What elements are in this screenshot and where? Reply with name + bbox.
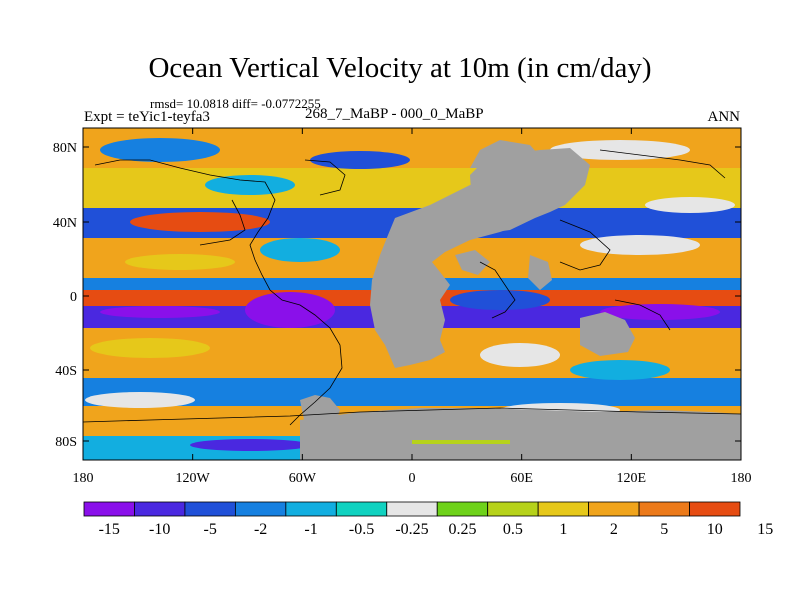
colorbar-label: 0.25	[448, 521, 476, 538]
colorbar-box	[386, 501, 438, 517]
coastline-north-america	[199, 199, 246, 246]
colorbar-label: -10	[149, 521, 170, 538]
patch-11	[100, 306, 220, 318]
y-tick-label: 0	[70, 290, 77, 305]
ice-shelf	[412, 440, 510, 444]
coastline-greenland	[304, 159, 346, 196]
colorbar-label: 15	[757, 521, 773, 538]
patch-5	[645, 197, 735, 213]
patch-17	[85, 392, 195, 408]
x-tick-label: 60E	[510, 471, 533, 486]
comparison-label: 268_7_MaBP - 000_0_MaBP	[305, 106, 484, 122]
land-arctic-cap	[470, 140, 545, 168]
stats-text: rmsd= 10.0818 diff= -0.0772255	[150, 96, 321, 111]
colorbar-box	[184, 501, 236, 517]
colorbar-label: 10	[707, 521, 723, 538]
field-layer	[83, 128, 741, 460]
colorbar	[83, 501, 741, 517]
colorbar-box	[689, 501, 741, 517]
colorbar-box	[134, 501, 186, 517]
season-label: ANN	[707, 109, 741, 125]
coastline-americas	[94, 159, 343, 426]
colorbar-box	[487, 501, 539, 517]
x-axis: 180 120W 60W 0 60E 120E 180	[73, 471, 752, 486]
patch-8	[125, 254, 235, 270]
colorbar-labels: -15 -10 -5 -2 -1 -0.5 -0.25 0.25 0.5 1 2 5 10 15	[99, 521, 774, 538]
colorbar-label: 0.5	[503, 521, 523, 538]
x-tick-label: 180	[73, 471, 94, 486]
colorbar-box	[335, 501, 388, 517]
patch-3	[310, 151, 410, 169]
colorbar-label: -1	[304, 521, 317, 538]
colorbar-box	[83, 501, 135, 517]
land-antarctica	[300, 408, 741, 460]
x-tick-label: 60W	[289, 471, 317, 486]
x-tick-label: 180	[731, 471, 752, 486]
band-north-high	[83, 168, 741, 208]
coastline-oceania	[614, 299, 671, 331]
coastline-antarctica	[83, 407, 741, 423]
patch-12	[450, 290, 550, 310]
land-asia	[470, 148, 590, 232]
colorbar-box	[234, 501, 287, 517]
patch-1	[100, 138, 220, 162]
colorbar-label: -2	[254, 521, 267, 538]
tick-marks	[82, 128, 742, 460]
colorbar-box	[588, 501, 640, 517]
land-arabia	[455, 250, 490, 275]
patch-2	[205, 175, 295, 195]
colorbar-label: -0.25	[395, 521, 428, 538]
y-tick-label: 40S	[55, 364, 77, 379]
colorbar-box	[537, 501, 590, 517]
coastline-east-asia	[559, 219, 611, 271]
coastlines	[83, 149, 741, 426]
y-tick-label: 80N	[53, 141, 77, 156]
patch-14	[90, 338, 210, 358]
colorbar-label: -15	[99, 521, 120, 538]
patch-6	[130, 212, 270, 232]
map-title: Ocean Vertical Velocity at 10m (in cm/da…	[148, 52, 652, 84]
patch-7	[260, 238, 340, 262]
patch-20	[190, 439, 310, 451]
x-tick-label: 0	[409, 471, 416, 486]
y-tick-label: 40N	[53, 216, 77, 231]
y-axis: 80N 40N 0 40S 80S	[53, 141, 77, 450]
colorbar-box	[436, 501, 489, 517]
patch-9	[580, 235, 700, 255]
land-southeast-asia	[528, 255, 552, 290]
experiment-label: Expt = teYic1-teyfa3	[84, 109, 210, 125]
patch-13	[600, 304, 720, 320]
y-tick-label: 80S	[55, 435, 77, 450]
colorbar-box	[638, 501, 690, 517]
x-tick-label: 120W	[176, 471, 211, 486]
colorbar-label: -5	[203, 521, 216, 538]
patch-10	[245, 292, 335, 328]
patch-15	[480, 343, 560, 367]
colorbar-label: -0.5	[349, 521, 374, 538]
coastline-siberia	[599, 149, 726, 179]
coastline-india	[479, 261, 516, 319]
x-tick-label: 120E	[617, 471, 647, 486]
colorbar-label: 2	[610, 521, 618, 538]
colorbar-label: 5	[660, 521, 668, 538]
land-australia	[580, 312, 635, 356]
patch-4	[550, 140, 690, 160]
colorbar-label: 1	[559, 521, 567, 538]
patch-16	[570, 360, 670, 380]
colorbar-box	[285, 501, 337, 517]
